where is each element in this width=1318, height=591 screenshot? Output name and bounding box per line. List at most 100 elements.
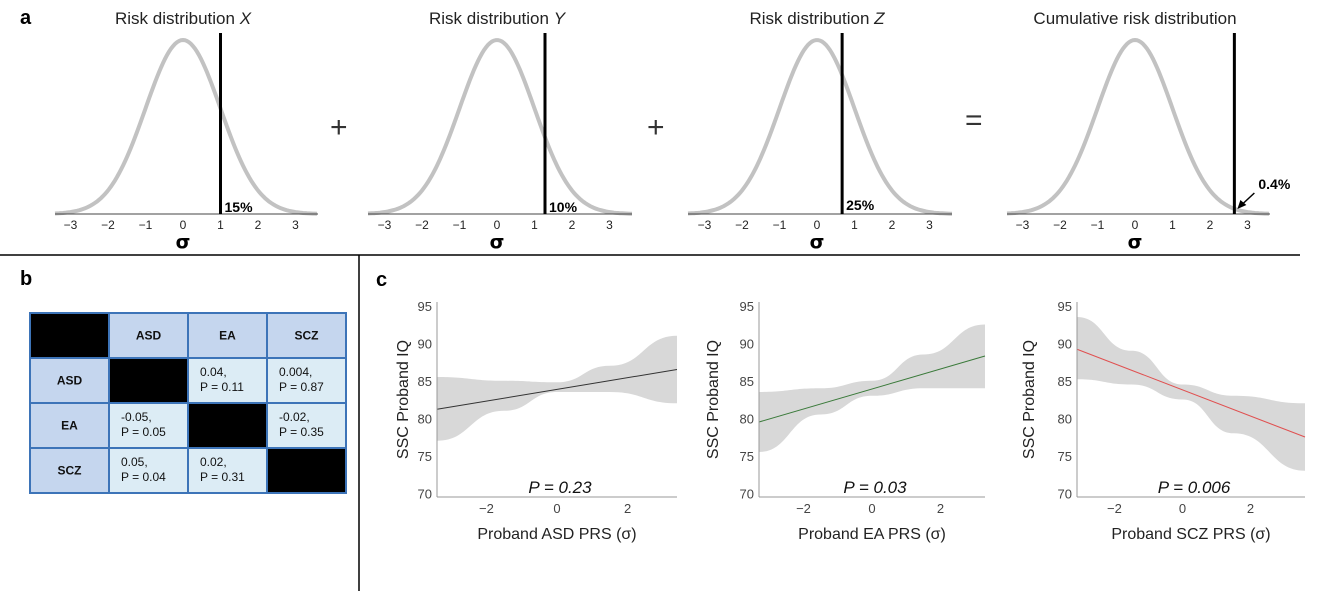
y-axis-label: SSC Proband IQ — [705, 340, 722, 459]
distribution-title-variable: Y — [554, 9, 567, 28]
confidence-band — [1077, 317, 1305, 471]
x-tick-label: 3 — [292, 218, 299, 232]
plus-operator-2: + — [647, 111, 665, 144]
risk-distribution-x-plot: Risk distribution X −3 −2 −1 0 1 2 3 σ 15% — [54, 9, 318, 253]
x-tick-label: 3 — [926, 218, 933, 232]
threshold-percent-label: 10% — [549, 199, 578, 215]
matrix-row-header-cell — [29, 402, 110, 449]
matrix-row-header-cell — [29, 357, 110, 404]
arrow-head-icon — [1237, 200, 1247, 209]
x-tick-label: −1 — [773, 218, 787, 232]
matrix-cell-pvalue: P = 0.05 — [121, 425, 166, 439]
sigma-axis-label: σ — [1128, 231, 1143, 253]
matrix-row-header: ASD — [57, 374, 83, 388]
matrix-cell-estimate: 0.02, — [200, 455, 227, 469]
y-tick-label: 95 — [1058, 299, 1072, 314]
matrix-cell-estimate: 0.04, — [200, 365, 227, 379]
x-tick-label: −3 — [698, 218, 712, 232]
y-tick-label: 80 — [418, 411, 432, 426]
matrix-column-header: SCZ — [295, 329, 319, 343]
threshold-percent-label: 0.4% — [1258, 176, 1290, 192]
cumulative-risk-distribution-plot: Cumulative risk distribution −3 −2 −1 0 1 2 3 σ… — [1006, 9, 1291, 253]
distribution-title-text: Risk distribution — [429, 9, 554, 28]
regression-line — [436, 369, 678, 410]
matrix-header-cell — [187, 312, 268, 359]
x-tick-label: −2 — [796, 501, 811, 516]
y-tick-label: 75 — [418, 449, 432, 464]
y-tick-label: 90 — [740, 336, 754, 351]
matrix-row-header: EA — [61, 419, 78, 433]
normal-curve — [1006, 37, 1270, 216]
y-tick-label: 90 — [418, 336, 432, 351]
x-tick-label: −3 — [64, 218, 78, 232]
x-tick-label: 2 — [889, 218, 896, 232]
x-tick-label: 0 — [1179, 501, 1186, 516]
matrix-cell-pvalue: P = 0.11 — [200, 380, 244, 394]
y-tick-label: 90 — [1058, 336, 1072, 351]
matrix-cell — [108, 447, 189, 494]
normal-curve — [687, 38, 952, 216]
y-tick-label: 80 — [1058, 411, 1072, 426]
y-tick-label: 80 — [740, 411, 754, 426]
regression-line — [758, 355, 986, 423]
x-tick-label: 2 — [255, 218, 262, 232]
distribution-title-text: Risk distribution — [749, 9, 874, 28]
x-tick-label: −3 — [378, 218, 392, 232]
x-tick-label: −2 — [735, 218, 749, 232]
distribution-title-variable: Z — [873, 9, 885, 28]
y-tick-label: 70 — [1058, 486, 1072, 501]
y-tick-label: 70 — [418, 486, 432, 501]
sigma-axis-label: σ — [176, 231, 191, 253]
matrix-row-header: SCZ — [58, 464, 82, 478]
x-tick-label: 0 — [814, 218, 821, 232]
x-tick-label: −3 — [1016, 218, 1030, 232]
y-tick-label: 75 — [740, 449, 754, 464]
regression-line — [1076, 348, 1306, 438]
matrix-cell — [266, 447, 347, 494]
prs-correlation-matrix: ASD EA SCZ ASD 0.04,P = 0.11 0.004,P = 0.87 EA… — [29, 312, 347, 494]
x-tick-label: 0 — [180, 218, 187, 232]
x-tick-label: 2 — [569, 218, 576, 232]
p-value-annotation: P = 0.23 — [528, 478, 592, 497]
matrix-cell-pvalue: P = 0.35 — [279, 425, 324, 439]
x-tick-label: 0 — [1132, 218, 1139, 232]
matrix-column-header: EA — [219, 329, 236, 343]
x-tick-label: 2 — [937, 501, 944, 516]
y-axis-label: SSC Proband IQ — [1021, 340, 1038, 459]
x-tick-label: 0 — [868, 501, 875, 516]
x-tick-label: −1 — [453, 218, 467, 232]
x-tick-label: −1 — [139, 218, 153, 232]
distribution-title: Risk distribution Y — [429, 9, 567, 28]
x-tick-label: 3 — [1244, 218, 1251, 232]
risk-distribution-z-plot: Risk distribution Z −3 −2 −1 0 1 2 3 σ 25% — [687, 9, 952, 253]
x-tick-label: 2 — [1247, 501, 1254, 516]
x-tick-label: 0 — [494, 218, 501, 232]
matrix-cell-pvalue: P = 0.87 — [279, 380, 324, 394]
normal-curve — [367, 38, 632, 216]
matrix-row-header-cell — [29, 447, 110, 494]
equals-operator: = — [965, 104, 983, 137]
matrix-cell — [108, 357, 189, 404]
distribution-title-variable: X — [239, 9, 252, 28]
matrix-header-cell — [29, 312, 110, 359]
y-tick-label: 70 — [740, 486, 754, 501]
p-value-annotation: P = 0.03 — [843, 478, 907, 497]
matrix-cell — [266, 402, 347, 449]
x-tick-label: 0 — [553, 501, 560, 516]
plus-operator-1: + — [330, 111, 348, 144]
y-tick-label: 95 — [740, 299, 754, 314]
matrix-cell-estimate: 0.004, — [279, 365, 312, 379]
matrix-column-header: ASD — [136, 329, 162, 343]
x-axis-label: Proband SCZ PRS (σ) — [1111, 526, 1270, 543]
panel-b-label: b — [20, 268, 32, 290]
x-tick-label: 1 — [851, 218, 858, 232]
matrix-cell — [187, 402, 268, 449]
confidence-band — [437, 335, 677, 441]
matrix-header-cell — [108, 312, 189, 359]
confidence-band — [759, 324, 985, 452]
y-tick-label: 85 — [1058, 374, 1072, 389]
matrix-cell-estimate: -0.02, — [279, 410, 310, 424]
asd-prs-iq-plot: 70 75 80 85 90 95 −2 0 2 Proband ASD PRS (σ) SSC P… — [395, 299, 678, 543]
y-tick-label: 85 — [418, 374, 432, 389]
distribution-title: Risk distribution X — [115, 9, 252, 28]
